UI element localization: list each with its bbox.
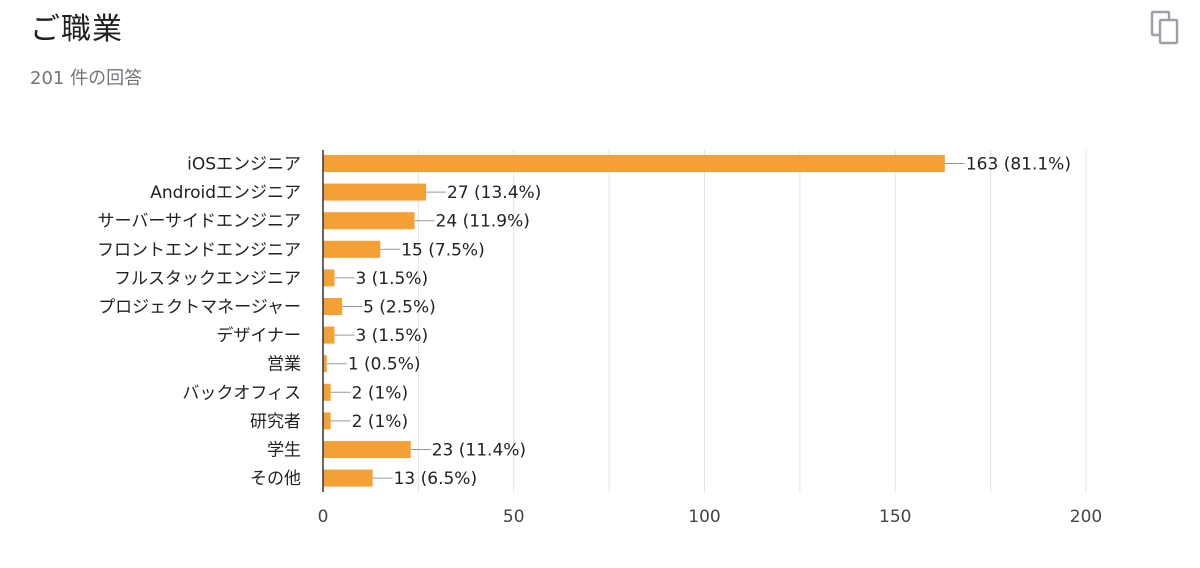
bar: [323, 212, 415, 230]
bar: [323, 269, 335, 287]
bar: [323, 383, 331, 401]
category-label: 学生: [267, 441, 301, 461]
bar: [323, 298, 343, 315]
copy-icon[interactable]: [1150, 10, 1180, 46]
bar: [323, 183, 427, 201]
data-label: 163 (81.1%): [966, 155, 1071, 175]
x-tick-label: 0: [318, 507, 329, 527]
category-label: フロントエンドエンジニア: [97, 240, 301, 260]
data-labels: 163 (81.1%) 27 (13.4%) 24 (11.9%) 15 (7.5%)…: [326, 155, 1071, 489]
bars: [323, 155, 945, 487]
category-label: プロジェクトマネージャー: [98, 298, 301, 318]
data-label: 3 (1.5%): [355, 269, 428, 289]
bar: [323, 469, 373, 487]
data-label: 5 (2.5%): [363, 298, 436, 318]
gridlines: [417, 150, 1087, 492]
x-tick-label: 100: [688, 507, 720, 527]
data-label: 23 (11.4%): [432, 441, 526, 461]
bar: [323, 355, 327, 373]
data-label: 1 (0.5%): [348, 355, 421, 375]
bar: [323, 412, 331, 430]
data-label: 2 (1%): [352, 383, 408, 403]
response-count: 201 件の回答: [30, 68, 143, 89]
data-label: 15 (7.5%): [401, 240, 485, 260]
category-label: その他: [250, 469, 301, 489]
category-label: デザイナー: [216, 325, 301, 346]
category-labels: iOSエンジニア Androidエンジニアサーバーサイドエンジニアフロントエンドエ…: [97, 155, 301, 490]
data-label: 13 (6.5%): [394, 469, 478, 489]
bar: [323, 240, 381, 258]
data-label: 24 (11.9%): [436, 212, 530, 232]
data-label: 3 (1.5%): [355, 326, 428, 346]
category-label: バックオフィス: [182, 383, 301, 403]
bar: [323, 441, 411, 458]
category-label: 営業: [267, 355, 301, 375]
category-label: iOSエンジニア: [187, 155, 301, 175]
category-label: フルスタックエンジニア: [114, 269, 301, 289]
x-tick-label: 200: [1070, 507, 1102, 527]
data-label: 27 (13.4%): [447, 183, 541, 203]
x-tick-label: 50: [503, 507, 525, 527]
bar: [323, 155, 945, 172]
category-label: サーバーサイドエンジニア: [98, 212, 302, 232]
x-axis-ticks: 0 50 100 150 200: [318, 507, 1103, 527]
x-tick-label: 150: [879, 507, 911, 527]
data-label: 2 (1%): [352, 412, 408, 432]
category-label: Androidエンジニア: [150, 183, 301, 203]
category-label: 研究者: [250, 412, 301, 432]
chart-title: ご職業: [30, 12, 123, 47]
bar: [323, 326, 335, 344]
